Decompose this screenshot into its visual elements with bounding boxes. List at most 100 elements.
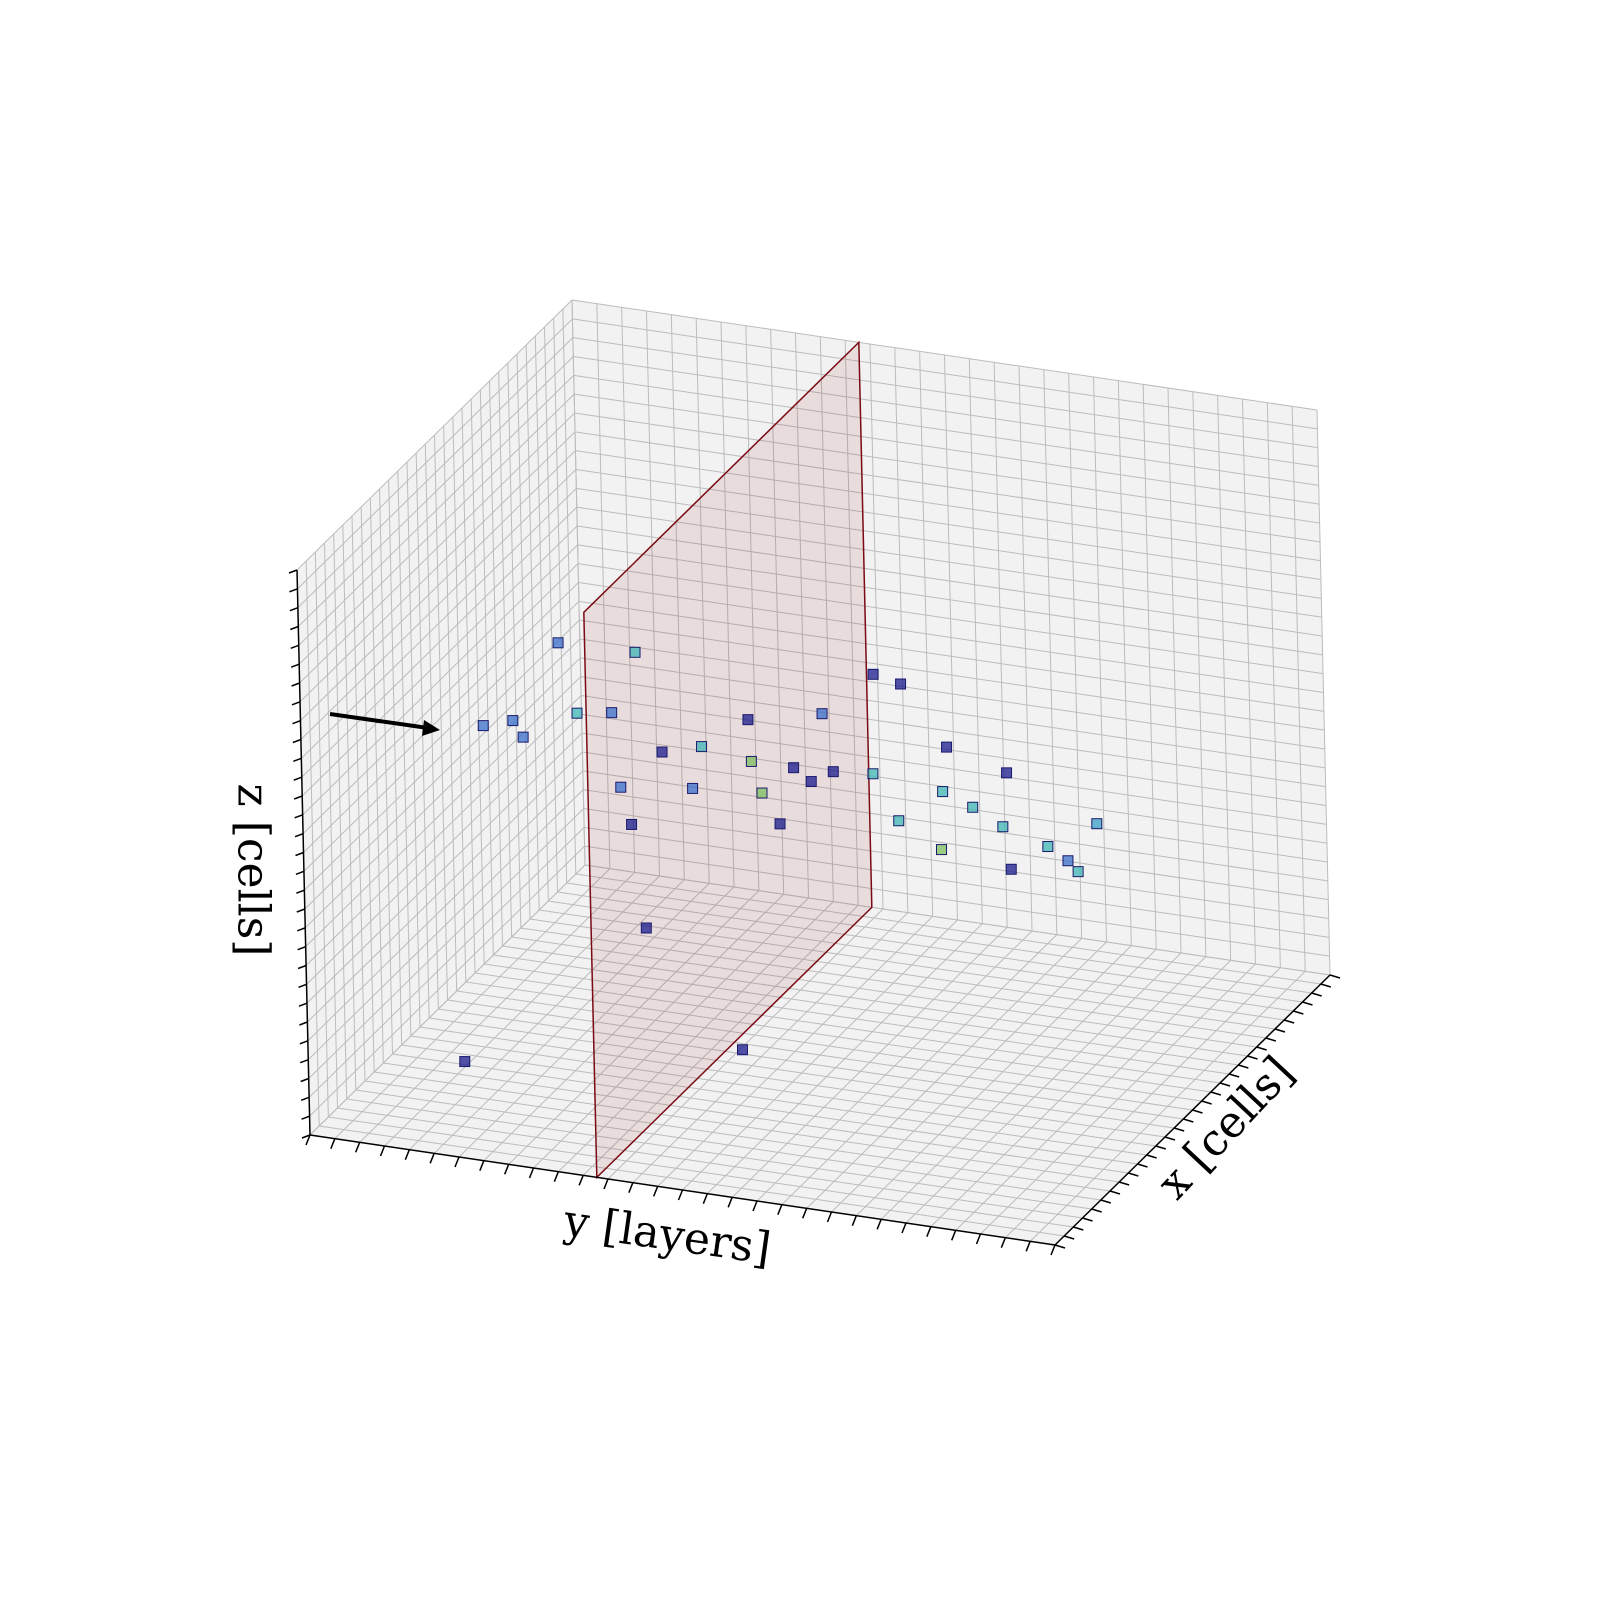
hit-cell [742, 714, 754, 726]
tick-mark [1192, 1109, 1203, 1114]
axes-panes [297, 300, 1330, 1245]
tick-mark [1155, 1145, 1167, 1150]
grid-line [300, 450, 576, 722]
grid-line [304, 657, 581, 929]
hit-cell [552, 637, 564, 649]
tick-mark [289, 606, 299, 612]
tick-mark [628, 1182, 634, 1193]
hit-cell [774, 818, 786, 830]
hit-cell [640, 922, 652, 934]
tick-mark [1063, 1235, 1075, 1240]
grid-line [304, 619, 580, 891]
hit-cell [507, 715, 519, 727]
beam-arrow [329, 712, 440, 736]
hit-cell [1001, 767, 1013, 779]
tick-mark [298, 983, 307, 989]
grid-line [955, 959, 1232, 1231]
grid-line [301, 525, 578, 797]
tick-mark [1073, 1226, 1084, 1231]
tick-mark [479, 1160, 485, 1171]
grid-line [781, 934, 1058, 1206]
hit-cell [805, 776, 817, 788]
tick-mark [291, 701, 301, 706]
tick-mark [1183, 1118, 1194, 1123]
grid-line [307, 789, 584, 1061]
grid-line [307, 770, 584, 1042]
tick-mark [1109, 1190, 1121, 1195]
grid-line [308, 826, 585, 1098]
tick-mark [292, 719, 301, 725]
hit-cell [656, 746, 668, 758]
tick-mark [1137, 1163, 1148, 1168]
z-axis-line [296, 569, 311, 1136]
hit-cell [459, 1056, 471, 1068]
grid-line [905, 952, 1182, 1224]
grid-line [307, 751, 583, 1023]
grid-line [572, 318, 1318, 430]
tick-mark [1329, 974, 1341, 979]
grid-line [305, 695, 582, 966]
grid-line [299, 431, 576, 703]
grid-line [297, 337, 574, 609]
hit-cell [1062, 855, 1074, 867]
grid-line [576, 487, 1322, 599]
tick-mark [1000, 1237, 1007, 1248]
grid-line [579, 619, 1325, 731]
grid-line [632, 912, 909, 1184]
tick-mark [1173, 1127, 1185, 1132]
hit-cell [867, 768, 879, 780]
tick-mark [1320, 983, 1332, 988]
arrow-head [422, 720, 440, 736]
grid-line [573, 374, 1319, 486]
grid-line [302, 544, 578, 816]
tick-mark [296, 927, 306, 932]
tick-mark [1082, 1217, 1093, 1222]
grid-line [579, 638, 1325, 750]
tick-mark [826, 1211, 833, 1223]
grid-line [576, 506, 1322, 618]
grid-line [303, 600, 580, 872]
tick-mark [294, 832, 304, 838]
tick-mark [528, 1167, 535, 1179]
grid-line [582, 751, 1328, 863]
grid-line [584, 864, 1331, 976]
tick-mark [1283, 1019, 1295, 1024]
tick-mark [1228, 1073, 1240, 1078]
grid-line [580, 676, 1326, 788]
hit-cell [1091, 818, 1103, 830]
grid-line [301, 506, 578, 778]
grid-line [574, 412, 1320, 524]
grid-line [300, 469, 577, 740]
tick-mark [293, 757, 302, 763]
grid-line [1029, 970, 1306, 1242]
y-axis-line [309, 1134, 1056, 1246]
ticks [288, 569, 1341, 1256]
grid-line [483, 890, 760, 1162]
grid-line [1004, 967, 1281, 1239]
slice-plane [583, 340, 873, 1180]
grid-line [571, 299, 1318, 411]
tick-mark [1118, 1181, 1130, 1186]
hit-cell [937, 786, 949, 798]
grid-line [299, 412, 575, 684]
tick-mark [752, 1200, 758, 1212]
grid-line [706, 923, 983, 1195]
hit-cell [696, 741, 708, 753]
hit-cell [629, 646, 641, 658]
tick-mark [1293, 1010, 1304, 1015]
tick-mark [295, 870, 305, 876]
tick-mark [301, 1115, 310, 1120]
tick-mark [299, 1021, 308, 1026]
hit-cell [816, 708, 828, 720]
grid-line [296, 299, 573, 571]
hit-cell [941, 741, 953, 753]
tick-mark [1201, 1100, 1212, 1105]
tick-mark [975, 1233, 982, 1245]
tick-mark [293, 795, 303, 800]
tick-mark [297, 964, 307, 970]
grid-line [855, 945, 1132, 1217]
grid-line [980, 963, 1256, 1235]
tick-mark [1050, 1244, 1056, 1256]
tick-mark [379, 1145, 386, 1157]
